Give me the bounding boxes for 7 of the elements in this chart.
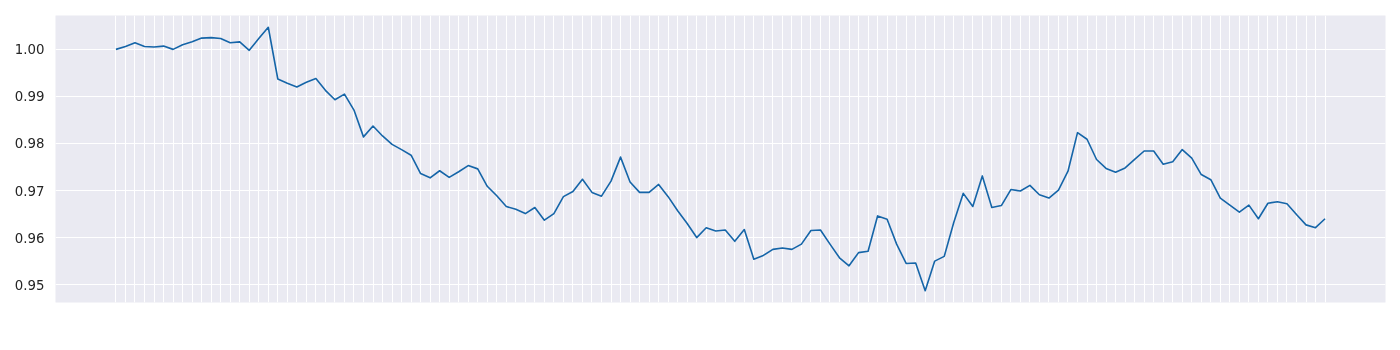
y-tick-label: 0.96 [14,230,45,246]
y-tick-label: 1.00 [14,42,45,58]
y-tick-label: 0.95 [14,277,45,293]
y-tick-label: 0.99 [14,89,45,105]
line-series [115,26,1326,292]
y-tick-label: 0.98 [14,136,45,152]
y-tick-label: 0.97 [14,183,45,199]
